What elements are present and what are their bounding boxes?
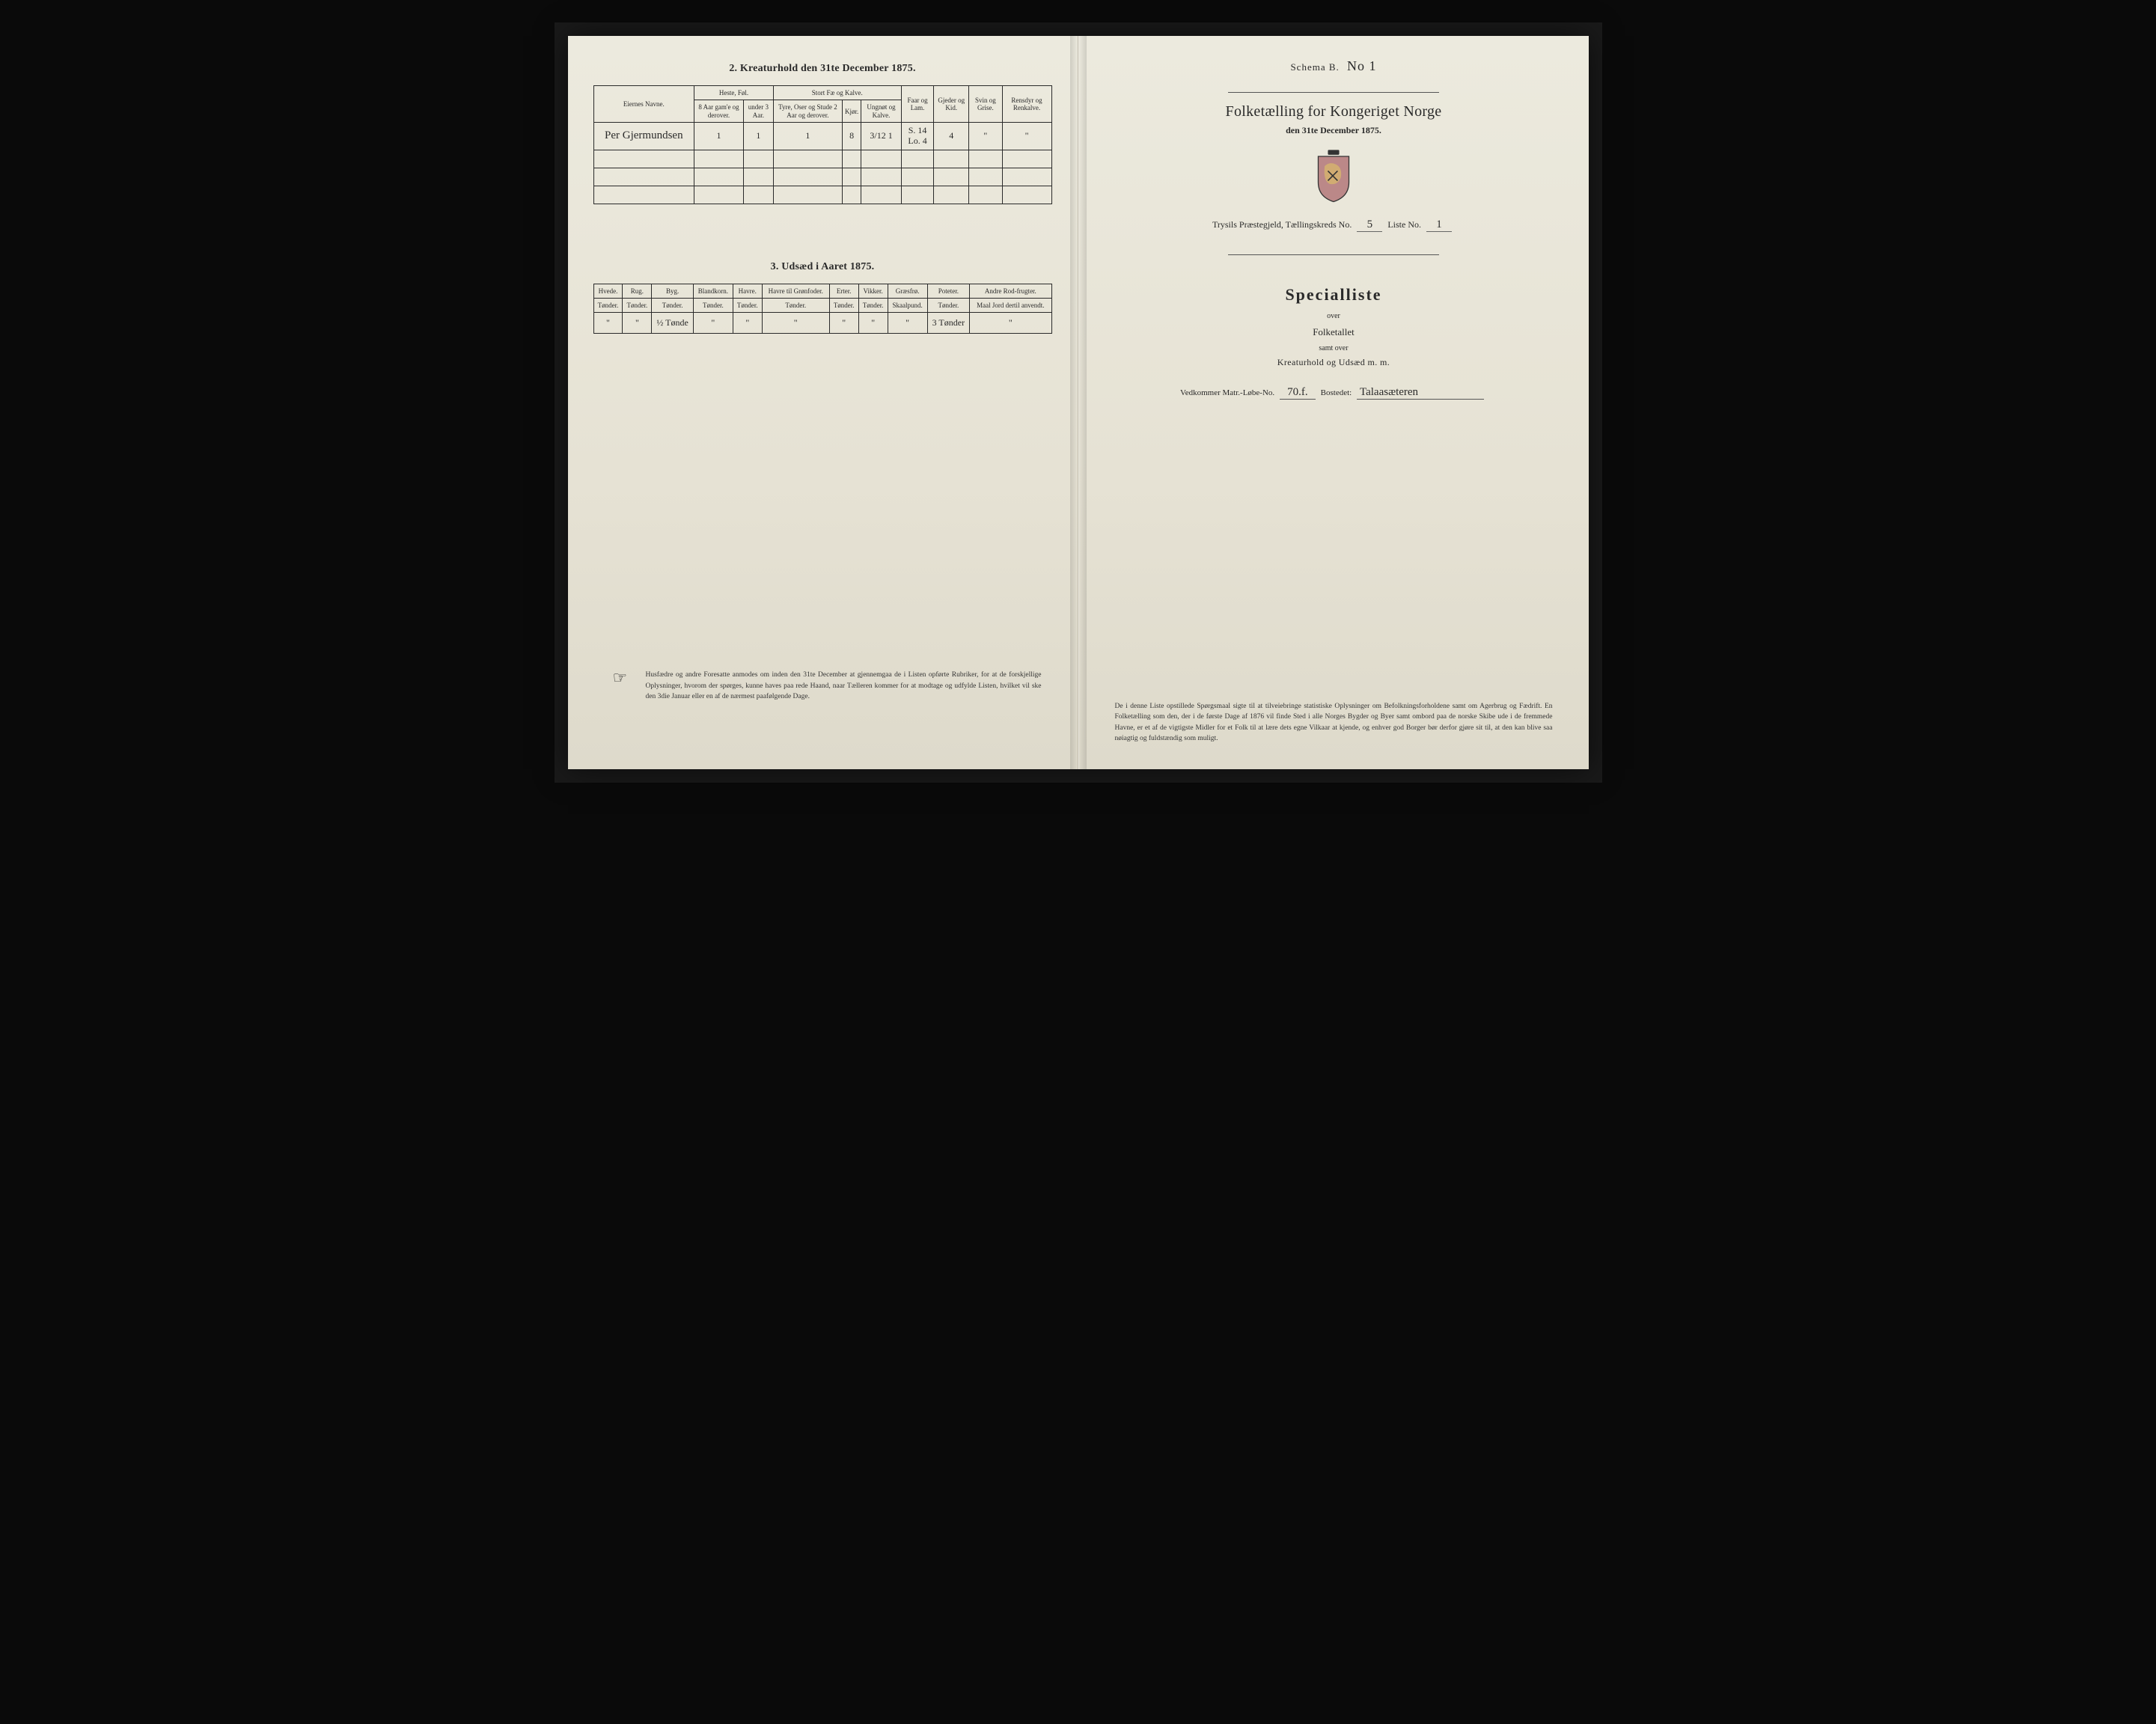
schema-line: Schema B. No 1 xyxy=(1105,58,1563,74)
col: Vikker. xyxy=(858,284,888,298)
right-page: Schema B. No 1 Folketælling for Kongerig… xyxy=(1078,36,1589,769)
samt-over-label: samt over xyxy=(1105,344,1563,352)
col-sheep: Faar og Lam. xyxy=(901,86,934,123)
cell: " xyxy=(858,313,888,334)
subcol: Tønder. xyxy=(762,298,829,312)
subcol: Tønder. xyxy=(593,298,623,312)
cell: " xyxy=(1002,123,1051,150)
col: Blandkorn. xyxy=(693,284,733,298)
col-horses: Heste, Føl. xyxy=(694,86,774,100)
kreatur-line: Kreaturhold og Udsæd m. m. xyxy=(1105,357,1563,368)
col: Byg. xyxy=(652,284,693,298)
matr-line: Vedkommer Matr.-Løbe-No. 70.f. Bostedet:… xyxy=(1105,386,1563,400)
cell: " xyxy=(969,123,1002,150)
cell: 1 xyxy=(743,123,773,150)
subcol: Tyre, Oser og Stude 2 Aar og derover. xyxy=(773,100,842,123)
col: Hvede. xyxy=(593,284,623,298)
sowing-table: Hvede. Rug. Byg. Blandkorn. Havre. Havre… xyxy=(593,284,1052,334)
col-pigs: Svin og Grise. xyxy=(969,86,1002,123)
over-label: over xyxy=(1105,312,1563,320)
col: Andre Rod-frugter. xyxy=(970,284,1051,298)
cell: " xyxy=(829,313,858,334)
subcol: Tønder. xyxy=(927,298,970,312)
cell: 3/12 1 xyxy=(861,123,901,150)
empty-row xyxy=(593,168,1051,186)
subcol: Tønder. xyxy=(623,298,652,312)
cell: S. 14 Lo. 4 xyxy=(901,123,934,150)
cell: " xyxy=(593,313,623,334)
table-header-row: Eiernes Navne. Heste, Føl. Stort Fæ og K… xyxy=(593,86,1051,100)
schema-no: No 1 xyxy=(1343,58,1377,73)
subcol: 8 Aar gam'e og derover. xyxy=(694,100,744,123)
left-footnote-block: ☞ Husfædre og andre Foresatte anmodes om… xyxy=(613,670,1042,702)
data-row: " " ½ Tønde " " " " " " 3 Tønder " xyxy=(593,313,1051,334)
divider xyxy=(1228,92,1439,93)
col: Græsfrø. xyxy=(888,284,927,298)
subcol: Ungnøt og Kalve. xyxy=(861,100,901,123)
district-line: Trysils Præstegjeld, Tællingskreds No. 5… xyxy=(1105,218,1563,232)
list-no: 1 xyxy=(1426,218,1452,232)
col: Havre. xyxy=(733,284,762,298)
col-goats: Gjeder og Kid. xyxy=(934,86,969,123)
district-no: 5 xyxy=(1357,218,1382,232)
subcol: Tønder. xyxy=(733,298,762,312)
subcol: Tønder. xyxy=(652,298,693,312)
cell: 1 xyxy=(694,123,744,150)
list-label: Liste No. xyxy=(1387,219,1421,230)
livestock-table: Eiernes Navne. Heste, Føl. Stort Fæ og K… xyxy=(593,85,1052,204)
bosted-label: Bostedet: xyxy=(1321,388,1352,397)
cell: " xyxy=(762,313,829,334)
scan-frame: 2. Kreaturhold den 31te December 1875. E… xyxy=(555,22,1602,783)
cell: 3 Tønder xyxy=(927,313,970,334)
col-reindeer: Rensdyr og Renkalve. xyxy=(1002,86,1051,123)
table-header-row: Hvede. Rug. Byg. Blandkorn. Havre. Havre… xyxy=(593,284,1051,298)
cell: " xyxy=(693,313,733,334)
divider xyxy=(1228,254,1439,255)
subcol: Tønder. xyxy=(693,298,733,312)
subcol: Kjør. xyxy=(843,100,861,123)
pointing-hand-icon: ☞ xyxy=(613,670,635,702)
col: Poteter. xyxy=(927,284,970,298)
coat-of-arms-icon xyxy=(1105,150,1563,204)
section2-title: 2. Kreaturhold den 31te December 1875. xyxy=(593,63,1052,75)
section3-title: 3. Udsæd i Aaret 1875. xyxy=(593,261,1052,273)
cell: " xyxy=(888,313,927,334)
subcol: under 3 Aar. xyxy=(743,100,773,123)
cell: ½ Tønde xyxy=(652,313,693,334)
empty-row xyxy=(593,150,1051,168)
owner-name: Per Gjermundsen xyxy=(593,123,694,150)
col: Rug. xyxy=(623,284,652,298)
right-footnote-text: De i denne Liste opstillede Spørgsmaal s… xyxy=(1115,701,1553,744)
left-footnote-text: Husfædre og andre Foresatte anmodes om i… xyxy=(646,670,1042,702)
document-spread: 2. Kreaturhold den 31te December 1875. E… xyxy=(568,36,1589,769)
cell: " xyxy=(623,313,652,334)
data-row: Per Gjermundsen 1 1 1 8 3/12 1 S. 14 Lo.… xyxy=(593,123,1051,150)
subcol: Skaalpund. xyxy=(888,298,927,312)
main-title: Folketælling for Kongeriget Norge xyxy=(1105,103,1563,120)
cell: " xyxy=(733,313,762,334)
schema-label: Schema B. xyxy=(1290,61,1339,73)
subcol: Tønder. xyxy=(858,298,888,312)
left-page: 2. Kreaturhold den 31te December 1875. E… xyxy=(568,36,1078,769)
district-pre: Trysils Præstegjeld, Tællingskreds No. xyxy=(1212,219,1352,230)
cell: 8 xyxy=(843,123,861,150)
section-gap xyxy=(593,204,1052,257)
empty-row xyxy=(593,186,1051,204)
specialliste-title: Specialliste xyxy=(1105,285,1563,305)
folketallet-label: Folketallet xyxy=(1105,326,1563,338)
col: Havre til Grønfoder. xyxy=(762,284,829,298)
cell: " xyxy=(970,313,1051,334)
matr-label: Vedkommer Matr.-Løbe-No. xyxy=(1180,388,1274,397)
bosted-value: Talaasæteren xyxy=(1357,386,1484,400)
table-subheader-row: Tønder. Tønder. Tønder. Tønder. Tønder. … xyxy=(593,298,1051,312)
subtitle: den 31te December 1875. xyxy=(1105,125,1563,136)
subcol: Maal Jord dertil anvendt. xyxy=(970,298,1051,312)
col: Erter. xyxy=(829,284,858,298)
subcol: Tønder. xyxy=(829,298,858,312)
cell: 4 xyxy=(934,123,969,150)
col-owner: Eiernes Navne. xyxy=(593,86,694,123)
cell: 1 xyxy=(773,123,842,150)
col-cattle: Stort Fæ og Kalve. xyxy=(773,86,901,100)
matr-no: 70.f. xyxy=(1280,386,1316,400)
